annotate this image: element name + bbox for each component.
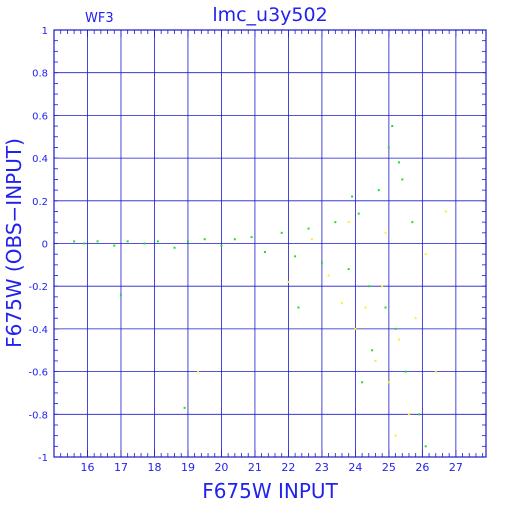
series-0-point-37 [119,293,122,296]
series-0-point-9 [203,238,206,241]
series-1-point-7 [387,381,390,384]
series-0-point-20 [357,212,360,215]
tick-labels: -1 -0.8 -0.6 -0.4 -0.2 0 0.2 0.4 0.6 0.8 1 16 17 18 19… [28,26,462,474]
series-0-point-11 [233,238,236,241]
y-tick-label: 0.2 [32,197,48,208]
series-0-point-1 [83,242,86,245]
series-1-point-13 [347,221,350,224]
series-0-point-30 [418,413,421,416]
series-0-point-3 [113,244,116,247]
series-0-point-6 [156,240,159,243]
y-tick-label: -0.2 [28,282,48,293]
series-1-point-9 [407,413,410,416]
y-tick-label: -0.6 [28,368,48,379]
series-1-point-14 [384,231,387,234]
x-tick-label: 24 [348,461,362,474]
series-0-point-27 [401,178,404,181]
x-tick-label: 17 [114,461,128,474]
y-axis-label: F675W (OBS−INPUT) [2,138,26,348]
series-0-point-19 [347,268,350,271]
series-0-point-22 [377,189,380,192]
chart-subtitle: WF3 [85,11,114,26]
y-tick-label: 0.4 [32,154,48,165]
series-0-point-29 [411,221,414,224]
series-1-point-4 [364,306,367,309]
series-0-point-7 [173,246,176,249]
y-tick-label: 0.8 [32,69,48,80]
series-1-point-3 [354,327,357,330]
y-tick-label: 0.6 [32,111,48,122]
series-0-point-25 [391,125,394,128]
series-0-point-35 [183,406,186,409]
x-tick-label: 18 [147,461,161,474]
series-0-point-5 [143,242,146,245]
series-0-point-0 [73,240,76,243]
series-0-point-15 [294,255,297,258]
series-0-point-14 [280,231,283,234]
y-tick-label: -0.4 [28,325,48,336]
series-0-point-23 [384,306,387,309]
series-1-point-18 [424,253,427,256]
x-tick-label: 20 [214,461,228,474]
series-1-point-12 [444,210,447,213]
plot-frame [53,29,487,458]
series-0-point-18 [334,221,337,224]
series-0-point-8 [186,240,189,243]
data-points [73,125,447,448]
series-0-point-2 [96,240,99,243]
series-0-point-26 [394,327,397,330]
series-0-point-34 [397,161,400,164]
series-1-point-17 [197,370,199,373]
series-0-point-13 [263,251,266,254]
series-1-point-1 [327,274,330,277]
y-tick-label: -0.8 [28,410,48,421]
x-axis-label: F675W INPUT [202,479,338,503]
x-tick-label: 16 [80,461,94,474]
series-1-point-2 [341,302,343,305]
series-0-point-24 [387,146,390,149]
series-0-point-33 [351,195,354,198]
x-tick-label: 23 [315,461,329,474]
series-0-point-28 [404,370,407,373]
series-1-point-11 [434,370,437,373]
series-0-point-12 [250,236,253,239]
series-1-point-6 [381,285,384,288]
x-tick-label: 27 [449,461,463,474]
y-tick-label: 1 [42,26,48,37]
series-0-point-4 [126,240,129,243]
series-0-point-31 [424,445,427,448]
x-tick-label: 19 [181,461,195,474]
series-0-point-17 [320,261,323,264]
chart-title: lmc_u3y502 [212,4,327,26]
series-1-point-10 [414,317,417,320]
series-1-point-8 [397,338,400,341]
series-1-point-0 [310,238,313,241]
series-0-point-10 [220,244,223,247]
x-tick-label: 25 [382,461,396,474]
x-tick-label: 26 [415,461,429,474]
series-0-point-36 [297,306,300,309]
series-0-point-38 [361,381,364,384]
series-1-point-5 [374,359,377,362]
x-tick-label: 22 [281,461,295,474]
series-1-point-16 [287,280,290,283]
y-tick-label: 0 [42,240,48,251]
x-tick-label: 21 [248,461,262,474]
series-0-point-32 [371,349,374,352]
y-tick-label: -1 [38,453,48,464]
grid [53,29,486,458]
series-0-point-16 [307,227,310,230]
series-0-point-21 [367,285,370,288]
series-1-point-15 [394,434,397,437]
